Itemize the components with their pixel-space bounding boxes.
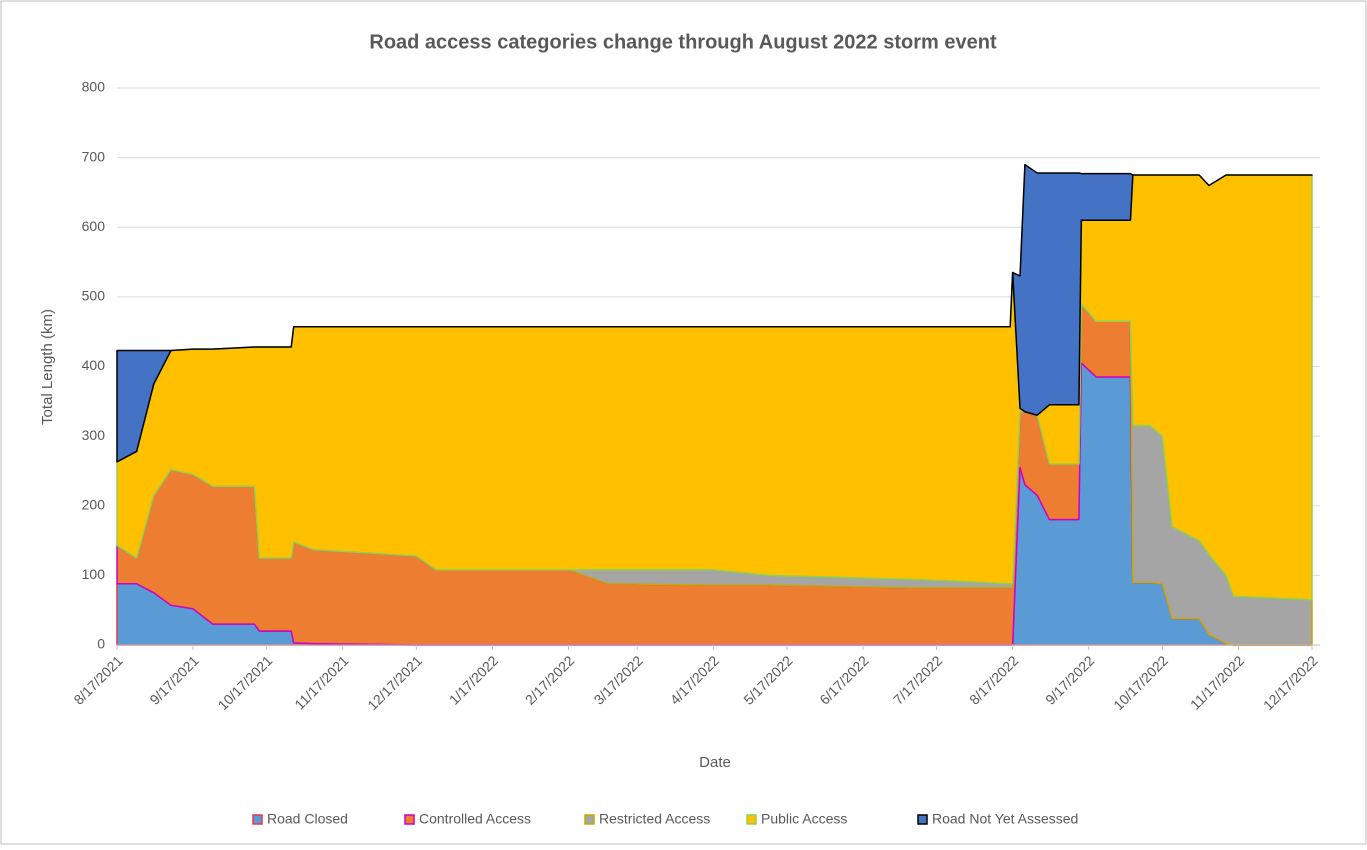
- y-tick-label: 0: [97, 636, 105, 652]
- legend-swatch: [584, 814, 595, 825]
- y-tick-label: 700: [82, 148, 106, 164]
- legend-label: Road Closed: [267, 811, 348, 827]
- y-tick-label: 300: [82, 427, 106, 443]
- legend-swatch: [404, 814, 415, 825]
- legend-item: Controlled Access: [404, 811, 531, 827]
- legend-label: Controlled Access: [419, 811, 531, 827]
- chart-title: Road access categories change through Au…: [369, 31, 997, 53]
- legend-item: Road Closed: [252, 811, 348, 827]
- y-tick-label: 100: [82, 566, 106, 582]
- area: [116, 163, 1313, 463]
- legend-label: Restricted Access: [599, 811, 710, 827]
- y-tick-label: 400: [82, 357, 106, 373]
- legend-label: Road Not Yet Assessed: [932, 811, 1078, 827]
- y-tick-label: 800: [82, 79, 106, 95]
- legend-label: Public Access: [761, 811, 847, 827]
- legend-item: Public Access: [746, 811, 847, 827]
- y-axis-label: Total Length (km): [39, 309, 56, 425]
- y-tick-label: 600: [82, 218, 106, 234]
- y-tick-label: 500: [82, 288, 106, 304]
- legend-swatch: [252, 814, 263, 825]
- x-axis-label: Date: [699, 754, 731, 771]
- legend-swatch: [917, 814, 928, 825]
- legend-item: Road Not Yet Assessed: [917, 811, 1078, 827]
- legend-item: Restricted Access: [584, 811, 710, 827]
- legend-swatch: [746, 814, 757, 825]
- y-tick-label: 200: [82, 496, 106, 512]
